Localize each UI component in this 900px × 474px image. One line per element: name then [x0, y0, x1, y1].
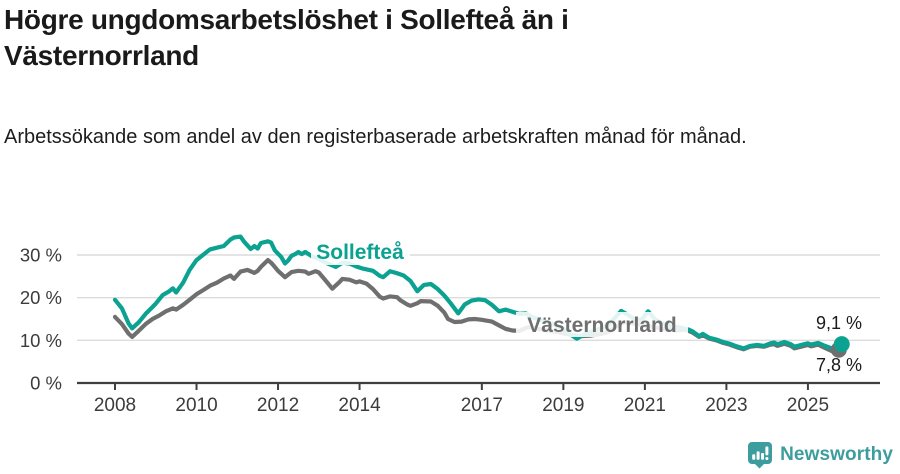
newsworthy-logo: Newsworthy — [747, 441, 893, 469]
series-label-solleftea: Sollefteå — [316, 241, 404, 264]
x-tick-label-2017: 2017 — [461, 395, 503, 416]
series-label-halo-vasternorrland — [516, 312, 688, 337]
series-line-solleftea — [112, 234, 844, 351]
newsworthy-pin-icon — [748, 442, 773, 469]
end-dot-solleftea — [833, 336, 850, 353]
page-title: Högre ungdomsarbetslöshet i Sollefteå än… — [4, 4, 569, 71]
series-line-vasternorrland — [112, 258, 844, 354]
x-tick-label-2025: 2025 — [787, 395, 829, 416]
x-tick-label-2014: 2014 — [338, 395, 381, 416]
x-tick-label-2008: 2008 — [94, 395, 136, 416]
series-label-vasternorrland: Västernorrland — [527, 314, 676, 337]
y-tick-label-0: 0 % — [30, 373, 62, 394]
x-tick-label-2021: 2021 — [624, 395, 666, 416]
x-tick-label-2019: 2019 — [542, 395, 584, 416]
end-value-label-solleftea: 9,1 % — [816, 313, 862, 333]
y-tick-label-20: 20 % — [20, 287, 62, 308]
y-tick-label-10: 10 % — [20, 330, 62, 351]
newsworthy-wordmark: Newsworthy — [780, 444, 893, 465]
series-label-halo-solleftea — [311, 239, 410, 265]
chart-subtitle: Arbetssökande som andel av den registerb… — [4, 126, 747, 148]
y-tick-label-30: 30 % — [20, 244, 62, 265]
x-tick-label-2012: 2012 — [257, 395, 299, 416]
x-tick-label-2010: 2010 — [175, 395, 217, 416]
end-value-label-vasternorrland: 7,8 % — [816, 355, 862, 375]
x-tick-label-2023: 2023 — [705, 395, 747, 416]
